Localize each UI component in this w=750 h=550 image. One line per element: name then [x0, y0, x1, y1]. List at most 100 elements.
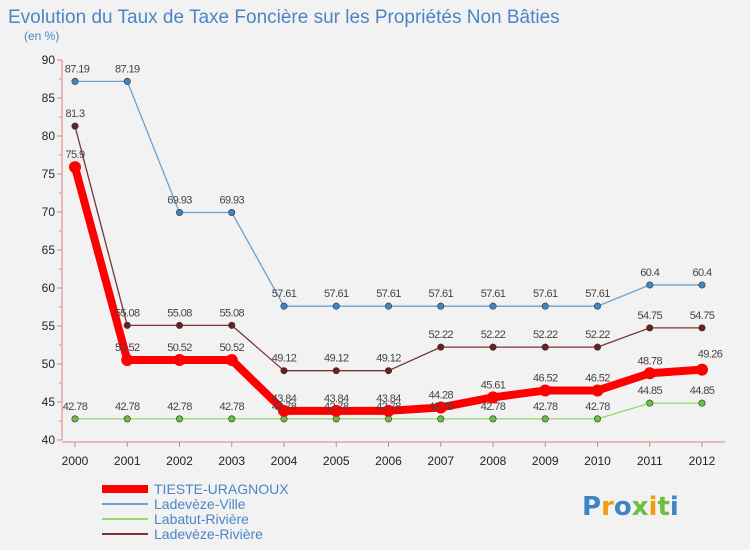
x-tick-label: 2004: [271, 454, 298, 468]
data-label-0: 43.84: [272, 393, 297, 405]
data-label-2: 42.78: [167, 401, 192, 413]
series-point-0: [225, 354, 238, 367]
x-tick-label: 2012: [689, 454, 716, 468]
axes: 40 45 50 55 60 65 70 75 80 85 90 2000 2001 2002 2003 20…: [42, 53, 725, 468]
series-point-2: [489, 415, 497, 423]
logo-letter: o: [614, 492, 632, 522]
series-point-1: [123, 77, 131, 85]
data-label-0: 50.52: [167, 342, 192, 354]
data-label-2: 42.78: [324, 401, 349, 413]
data-label-0: 48.78: [637, 355, 662, 367]
data-label-2: 42.78: [219, 401, 244, 413]
data-label-1: 60.4: [640, 267, 659, 279]
series-point-2: [123, 415, 131, 423]
data-label-1: 87.19: [115, 63, 140, 75]
data-label-0: 49.26: [698, 349, 723, 361]
data-label-2: 44.85: [637, 385, 662, 397]
series-point-1: [698, 281, 706, 289]
data-label-3: 55.08: [167, 307, 192, 319]
legend-label-1: Ladevèze-Ville: [154, 496, 246, 512]
series-point-0: [69, 161, 81, 174]
series-point-3: [384, 367, 392, 375]
legend: TIESTE-URAGNOUXLadevèze-VilleLabatut-Riv…: [102, 481, 289, 542]
series-point-1: [228, 209, 236, 217]
series-point-1: [176, 209, 184, 217]
logo-letter: i: [649, 492, 658, 522]
series-point-3: [332, 367, 340, 375]
data-label-0: 45.61: [481, 379, 506, 391]
data-label-1: 60.4: [692, 267, 711, 279]
data-label-2: 42.78: [63, 401, 88, 413]
data-label-0: 75.9: [65, 149, 84, 161]
series-point-3: [698, 324, 706, 332]
logo-text: Proxiti: [582, 492, 679, 522]
data-label-3: 54.75: [637, 310, 662, 322]
series-point-3: [228, 321, 236, 329]
series-point-3: [593, 343, 601, 351]
logo-letter: t: [657, 492, 669, 522]
data-label-3: 52.22: [585, 329, 610, 341]
x-tick-label: 2008: [480, 454, 507, 468]
data-label-0: 50.52: [115, 342, 140, 354]
data-label-0: 43.84: [376, 393, 401, 405]
data-label-3: 52.22: [533, 329, 558, 341]
series-point-0: [643, 367, 656, 380]
x-tick-label: 2000: [62, 454, 89, 468]
data-label-0: 43.84: [324, 393, 349, 405]
series-point-2: [176, 415, 184, 423]
y-tick-label: 50: [42, 357, 56, 371]
logo-letter: x: [632, 492, 649, 522]
x-tick-label: 2001: [114, 454, 141, 468]
series-point-0: [487, 391, 499, 404]
x-tick-label: 2005: [323, 454, 350, 468]
y-tick-label: 80: [42, 129, 56, 143]
x-tick-label: 2003: [218, 454, 245, 468]
data-label-1: 57.61: [272, 288, 297, 300]
data-label-1: 57.61: [428, 288, 453, 300]
series-point-3: [280, 367, 288, 375]
y-tick-label: 40: [42, 433, 56, 447]
data-label-0: 50.52: [219, 342, 244, 354]
series-point-2: [437, 415, 445, 423]
y-tick-label: 45: [42, 395, 56, 409]
data-label-2: 42.78: [428, 401, 453, 413]
series-point-1: [593, 302, 601, 310]
data-label-3: 49.12: [324, 353, 349, 365]
data-label-2: 42.78: [481, 401, 506, 413]
data-label-1: 57.61: [376, 288, 401, 300]
data-label-3: 55.08: [219, 307, 244, 319]
data-label-1: 69.93: [167, 195, 192, 207]
series-point-1: [437, 302, 445, 310]
series-point-3: [176, 321, 184, 329]
series-point-2: [71, 415, 79, 423]
logo-letter: P: [582, 492, 601, 522]
data-label-2: 42.78: [376, 401, 401, 413]
x-tick-label: 2002: [166, 454, 193, 468]
series-point-2: [646, 399, 654, 407]
series-point-0: [539, 384, 552, 397]
data-label-0: 44.28: [428, 389, 453, 401]
series-point-2: [228, 415, 236, 423]
data-label-0: 46.52: [585, 372, 610, 384]
data-label-0: 46.52: [533, 372, 558, 384]
data-label-1: 57.61: [481, 288, 506, 300]
data-label-1: 87.19: [65, 63, 90, 75]
logo-letter: i: [670, 492, 679, 522]
series-point-0: [696, 363, 708, 376]
series-point-3: [123, 321, 131, 329]
series-point-1: [332, 302, 340, 310]
series-point-1: [280, 302, 288, 310]
y-tick-label: 90: [42, 53, 56, 67]
series-point-1: [384, 302, 392, 310]
data-label-2: 42.78: [115, 401, 140, 413]
data-label-3: 55.08: [115, 307, 140, 319]
data-label-2: 44.85: [690, 385, 715, 397]
chart-title: Evolution du Taux de Taxe Foncière sur l…: [8, 7, 560, 28]
x-tick-label: 2010: [584, 454, 611, 468]
x-tick-label: 2009: [532, 454, 559, 468]
y-tick-label: 70: [42, 205, 56, 219]
legend-label-0: TIESTE-URAGNOUX: [154, 481, 289, 497]
series-point-0: [591, 384, 604, 397]
